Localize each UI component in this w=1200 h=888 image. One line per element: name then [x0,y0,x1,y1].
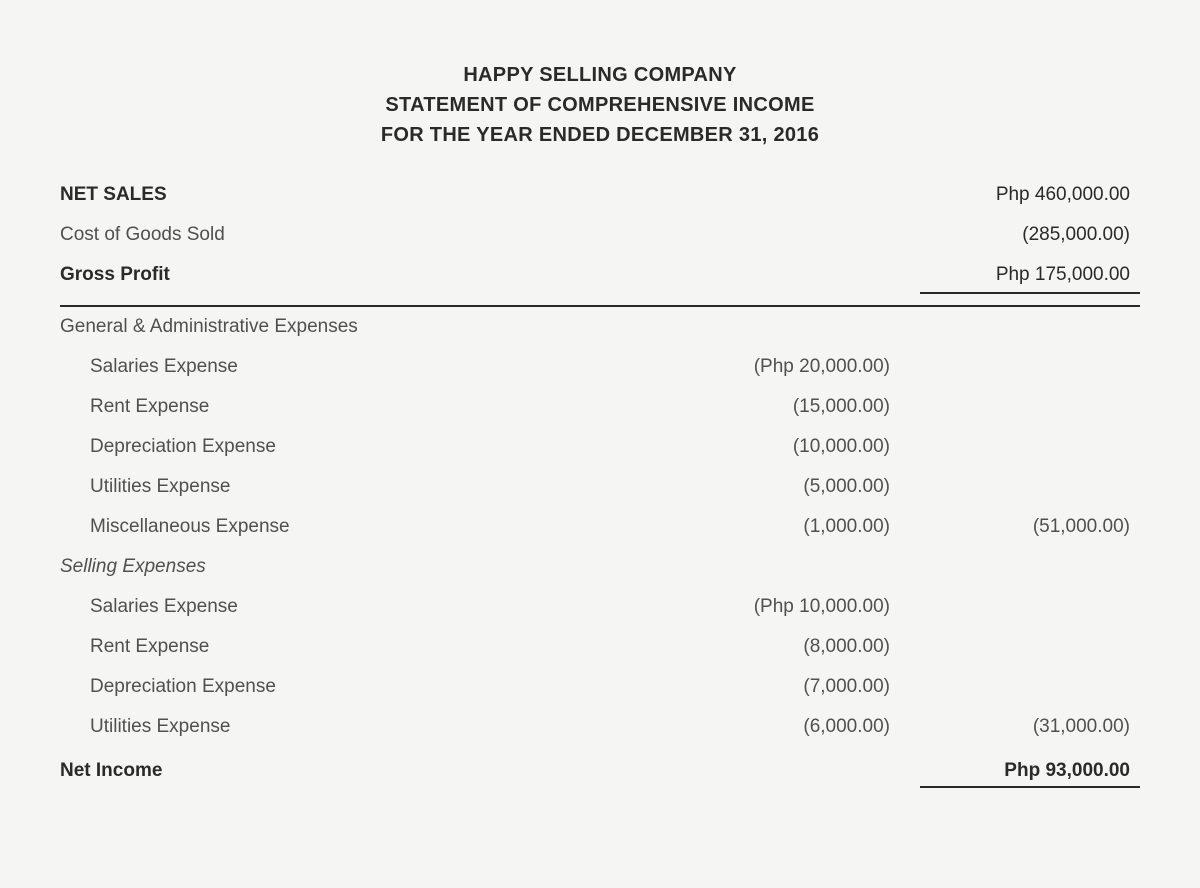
ga-salaries-value: (Php 20,000.00) [600,356,920,378]
net-income-value: Php 93,000.00 [920,760,1140,788]
ga-depreciation-label: Depreciation Expense [60,436,600,458]
selling-rent-row: Rent Expense (8,000.00) [60,627,1140,667]
ga-header-label: General & Administrative Expenses [60,316,600,338]
statement-body: NET SALES Php 460,000.00 Cost of Goods S… [60,175,1140,797]
net-income-row: Net Income Php 93,000.00 [60,751,1140,797]
gross-profit-row: Gross Profit Php 175,000.00 [60,255,1140,303]
selling-rent-label: Rent Expense [60,636,600,658]
ga-misc-label: Miscellaneous Expense [60,516,600,538]
selling-depreciation-label: Depreciation Expense [60,676,600,698]
gross-profit-label: Gross Profit [60,264,600,286]
ga-misc-value: (1,000.00) [600,516,920,538]
selling-header-label: Selling Expenses [60,556,600,578]
net-income-label: Net Income [60,760,600,782]
ga-utilities-row: Utilities Expense (5,000.00) [60,467,1140,507]
ga-subtotal: (51,000.00) [920,516,1140,538]
company-name: HAPPY SELLING COMPANY [240,60,960,90]
statement-title: STATEMENT OF COMPREHENSIVE INCOME [240,90,960,120]
ga-header-row: General & Administrative Expenses [60,307,1140,347]
selling-utilities-row: Utilities Expense (6,000.00) (31,000.00) [60,707,1140,747]
ga-rent-label: Rent Expense [60,396,600,418]
net-sales-value: Php 460,000.00 [920,184,1140,206]
selling-utilities-label: Utilities Expense [60,716,600,738]
selling-salaries-value: (Php 10,000.00) [600,596,920,618]
selling-rent-value: (8,000.00) [600,636,920,658]
statement-period: FOR THE YEAR ENDED DECEMBER 31, 2016 [240,120,960,150]
selling-subtotal: (31,000.00) [920,716,1140,738]
ga-depreciation-row: Depreciation Expense (10,000.00) [60,427,1140,467]
ga-rent-value: (15,000.00) [600,396,920,418]
cogs-value: (285,000.00) [920,224,1140,246]
selling-header-row: Selling Expenses [60,547,1140,587]
selling-depreciation-row: Depreciation Expense (7,000.00) [60,667,1140,707]
net-sales-label: NET SALES [60,184,600,206]
cogs-label: Cost of Goods Sold [60,224,600,246]
net-sales-row: NET SALES Php 460,000.00 [60,175,1140,215]
selling-salaries-label: Salaries Expense [60,596,600,618]
ga-salaries-row: Salaries Expense (Php 20,000.00) [60,347,1140,387]
selling-salaries-row: Salaries Expense (Php 10,000.00) [60,587,1140,627]
ga-misc-row: Miscellaneous Expense (1,000.00) (51,000… [60,507,1140,547]
selling-depreciation-value: (7,000.00) [600,676,920,698]
ga-salaries-label: Salaries Expense [60,356,600,378]
gross-profit-value: Php 175,000.00 [920,264,1140,294]
statement-header: HAPPY SELLING COMPANY STATEMENT OF COMPR… [60,60,1140,150]
ga-rent-row: Rent Expense (15,000.00) [60,387,1140,427]
ga-utilities-label: Utilities Expense [60,476,600,498]
ga-utilities-value: (5,000.00) [600,476,920,498]
ga-depreciation-value: (10,000.00) [600,436,920,458]
cogs-row: Cost of Goods Sold (285,000.00) [60,215,1140,255]
selling-utilities-value: (6,000.00) [600,716,920,738]
